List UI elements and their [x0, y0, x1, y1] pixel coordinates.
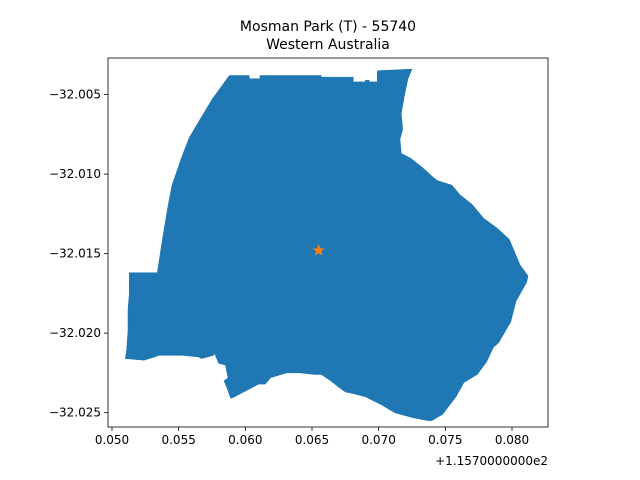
axes-frame [107, 57, 549, 428]
y-tick-label: −32.025 [49, 406, 101, 420]
x-axis-ticks: 0.050 0.055 0.060 0.065 0.070 0.075 0.080 [95, 427, 529, 447]
y-axis-ticks: −32.005 −32.010 −32.015 −32.020 −32.025 [49, 88, 108, 420]
y-tick-label: −32.010 [49, 167, 101, 181]
x-tick-label: 0.070 [361, 433, 395, 447]
x-tick-label: 0.055 [161, 433, 195, 447]
centroid-star-marker [312, 243, 325, 256]
y-tick-label: −32.020 [49, 326, 101, 340]
chart-title-line1: Mosman Park (T) - 55740 [240, 19, 416, 35]
chart-title-line2: Western Australia [266, 37, 390, 53]
x-tick-label: 0.060 [228, 433, 262, 447]
x-tick-label: 0.065 [295, 433, 329, 447]
region-polygon [125, 68, 529, 421]
x-tick-label: 0.050 [95, 433, 129, 447]
plot-area [125, 68, 529, 421]
x-axis-offset-label: +1.1570000000e2 [435, 454, 548, 468]
y-tick-label: −32.005 [49, 88, 101, 102]
x-tick-label: 0.080 [495, 433, 529, 447]
x-tick-label: 0.075 [428, 433, 462, 447]
y-tick-label: −32.015 [49, 247, 101, 261]
